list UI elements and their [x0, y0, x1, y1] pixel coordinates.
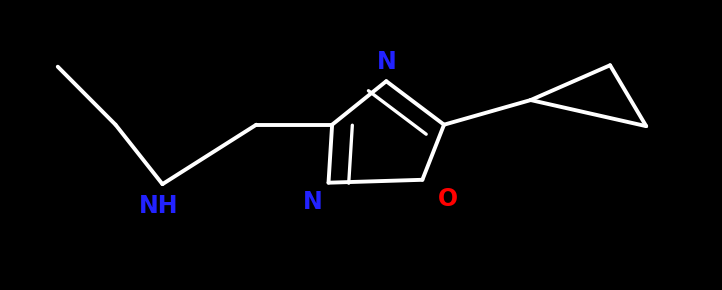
Text: O: O	[438, 187, 458, 211]
Text: N: N	[303, 190, 323, 213]
Text: N: N	[376, 50, 396, 74]
Text: NH: NH	[139, 194, 178, 218]
